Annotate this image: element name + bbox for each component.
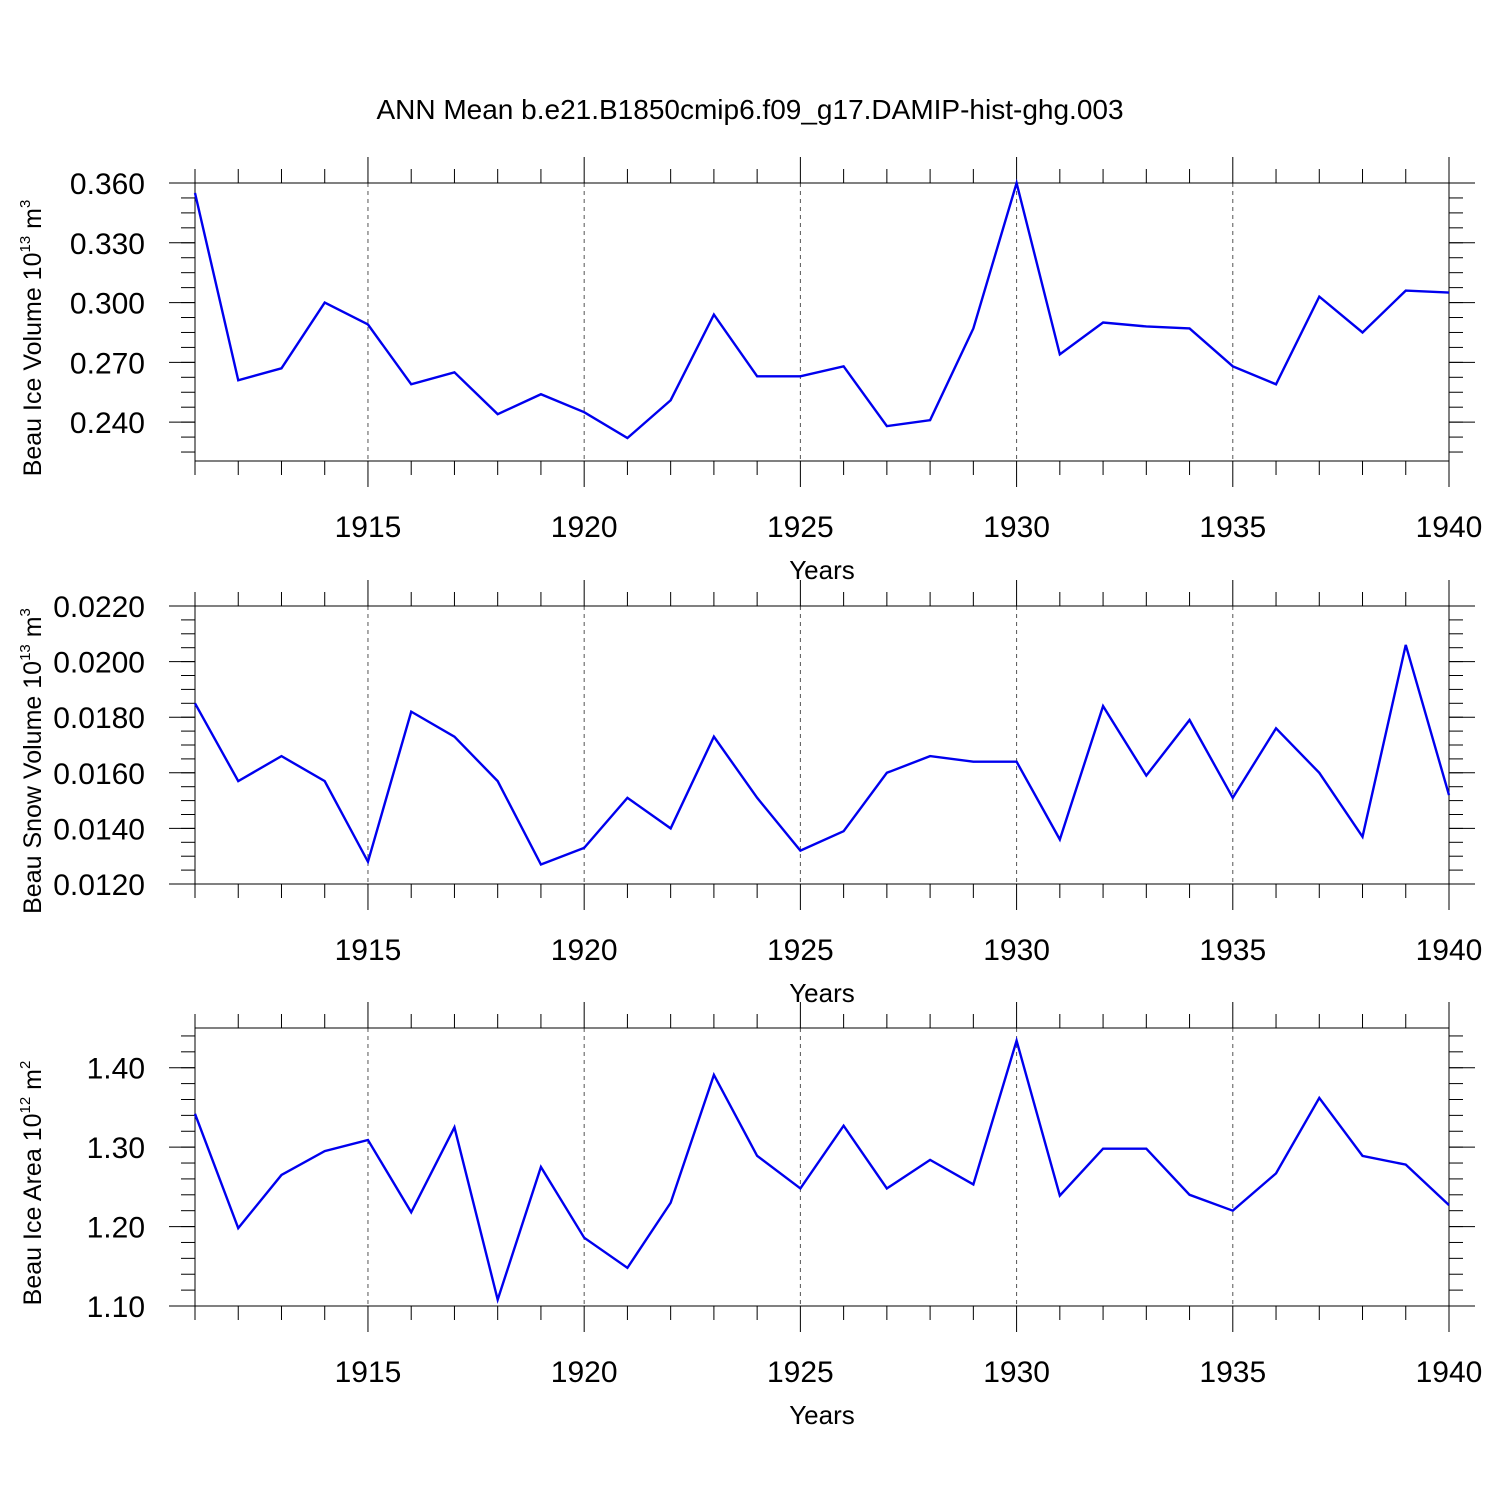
series-line: [193, 1036, 1450, 1304]
x-tick-label: 1925: [767, 934, 834, 967]
x-tick-label: 1930: [983, 1356, 1050, 1389]
x-tick-label: 1920: [551, 1356, 618, 1389]
y-tick-label: 0.360: [70, 168, 145, 201]
chart-title: ANN Mean b.e21.B1850cmip6.f09_g17.DAMIP-…: [376, 94, 1123, 125]
x-tick-label: 1920: [551, 511, 618, 544]
x-axis-label: Years: [789, 555, 855, 585]
y-tick-label: 0.300: [70, 288, 145, 321]
y-tick-label: 0.0120: [53, 869, 145, 902]
y-tick-label: 0.270: [70, 347, 145, 380]
x-tick-label: 1935: [1199, 511, 1266, 544]
x-tick-label: 1935: [1199, 934, 1266, 967]
series-line: [193, 644, 1451, 867]
plot-frame: [194, 1027, 1450, 1307]
x-axis-label: Years: [789, 978, 855, 1008]
y-tick-label: 1.40: [87, 1053, 145, 1086]
y-axis-label: Beau Ice Volume 1013 m3: [17, 200, 47, 477]
y-axis-label: Beau Ice Area 1012 m2: [17, 1061, 47, 1306]
y-tick-label: 0.240: [70, 407, 145, 440]
y-axis-label: Beau Snow Volume 1013 m3: [17, 608, 47, 914]
x-tick-label: 1925: [767, 1356, 834, 1389]
y-tick-label: 0.0220: [53, 591, 145, 624]
x-tick-label: 1925: [767, 511, 834, 544]
panel-2: 1915 1920 1925 1930 1935 1940 0.0120 0.0140 0.01…: [17, 580, 1482, 1008]
x-tick-label: 1940: [1416, 934, 1483, 967]
x-tick-label: 1915: [335, 511, 402, 544]
x-tick-label: 1935: [1199, 1356, 1266, 1389]
y-tick-label: 0.0160: [53, 758, 145, 791]
x-tick-label: 1920: [551, 934, 618, 967]
plot-frame: [194, 182, 1450, 462]
x-tick-label: 1940: [1416, 1356, 1483, 1389]
x-tick-label: 1940: [1416, 511, 1483, 544]
x-tick-label: 1915: [335, 934, 402, 967]
x-tick-label: 1915: [335, 1356, 402, 1389]
y-tick-label: 1.10: [87, 1291, 145, 1324]
y-tick-label: 0.0140: [53, 813, 145, 846]
panel-1: 1915 1920 1925 1930 1935 1940 0.240 0.270 0.300 0…: [17, 157, 1482, 585]
y-tick-label: 1.20: [87, 1212, 145, 1245]
x-tick-label: 1930: [983, 934, 1050, 967]
plot-frame: [194, 605, 1450, 885]
x-axis-label: Years: [789, 1400, 855, 1430]
panel-3: 1915 1920 1925 1930 1935 1940 1.10 1.20 1.30 1.40…: [17, 1002, 1482, 1430]
x-tick-label: 1930: [983, 511, 1050, 544]
y-tick-label: 0.0200: [53, 647, 145, 680]
series-line: [193, 178, 1450, 440]
y-tick-label: 0.0180: [53, 702, 145, 735]
y-tick-label: 1.30: [87, 1132, 145, 1165]
y-tick-label: 0.330: [70, 228, 145, 261]
